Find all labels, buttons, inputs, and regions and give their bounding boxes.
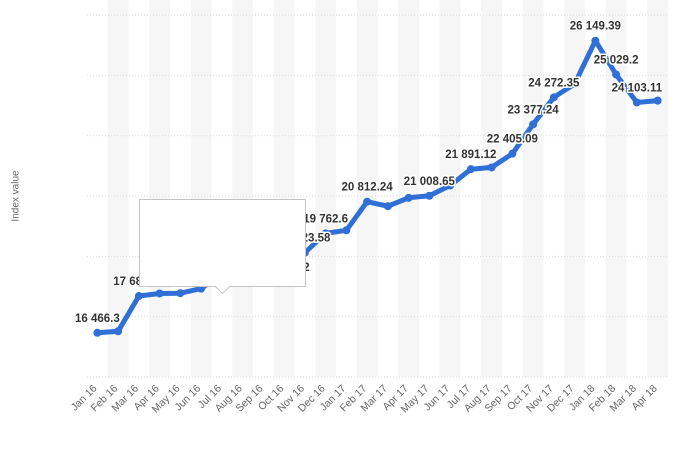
- data-point[interactable]: [93, 328, 102, 337]
- data-point[interactable]: [549, 93, 558, 102]
- column-band: [190, 0, 212, 377]
- data-point[interactable]: [487, 163, 496, 172]
- data-point[interactable]: [529, 120, 538, 129]
- column-band: [481, 0, 502, 377]
- column-band: [647, 0, 668, 377]
- column-band: [315, 0, 336, 377]
- data-label: 25 029.2: [594, 55, 639, 67]
- data-point[interactable]: [653, 96, 662, 105]
- column-band: [273, 0, 295, 377]
- data-label: 21 008.65: [404, 176, 456, 188]
- data-point[interactable]: [425, 191, 434, 200]
- data-label: 19 762.6: [303, 213, 348, 225]
- column-band: [356, 0, 378, 377]
- column-band: [605, 0, 627, 377]
- data-point[interactable]: [466, 165, 475, 174]
- data-point[interactable]: [591, 36, 600, 45]
- data-label: 24 103.11: [612, 82, 663, 94]
- data-point[interactable]: [134, 292, 143, 301]
- data-point[interactable]: [404, 193, 413, 202]
- data-point[interactable]: [383, 202, 392, 211]
- data-label: 16 466.3: [75, 313, 120, 325]
- data-point[interactable]: [632, 98, 641, 107]
- data-label: 23 377.24: [508, 104, 560, 116]
- column-band: [522, 0, 544, 377]
- series-line: [94, 38, 661, 336]
- data-point[interactable]: [176, 289, 185, 298]
- data-label: 26 149.39: [570, 21, 621, 33]
- column-band: [232, 0, 253, 377]
- column-band: [398, 0, 419, 377]
- data-label: 21 891.12: [445, 149, 496, 161]
- hover-tooltip: [139, 199, 306, 287]
- column-band: [564, 0, 585, 377]
- data-label: 22 405.09: [487, 134, 538, 146]
- column-band: [107, 0, 129, 377]
- data-point[interactable]: [570, 79, 579, 88]
- data-point[interactable]: [155, 289, 164, 298]
- data-point[interactable]: [446, 181, 455, 190]
- data-point[interactable]: [612, 70, 621, 79]
- data-label: 24 272.35: [528, 77, 580, 89]
- data-point[interactable]: [508, 149, 517, 158]
- data-point[interactable]: [114, 327, 123, 336]
- data-point[interactable]: [363, 197, 372, 206]
- data-point[interactable]: [321, 229, 330, 238]
- data-point[interactable]: [342, 226, 351, 235]
- column-band: [149, 0, 170, 377]
- y-axis-title: Index value: [10, 170, 22, 222]
- data-label: 20 812.24: [342, 182, 394, 194]
